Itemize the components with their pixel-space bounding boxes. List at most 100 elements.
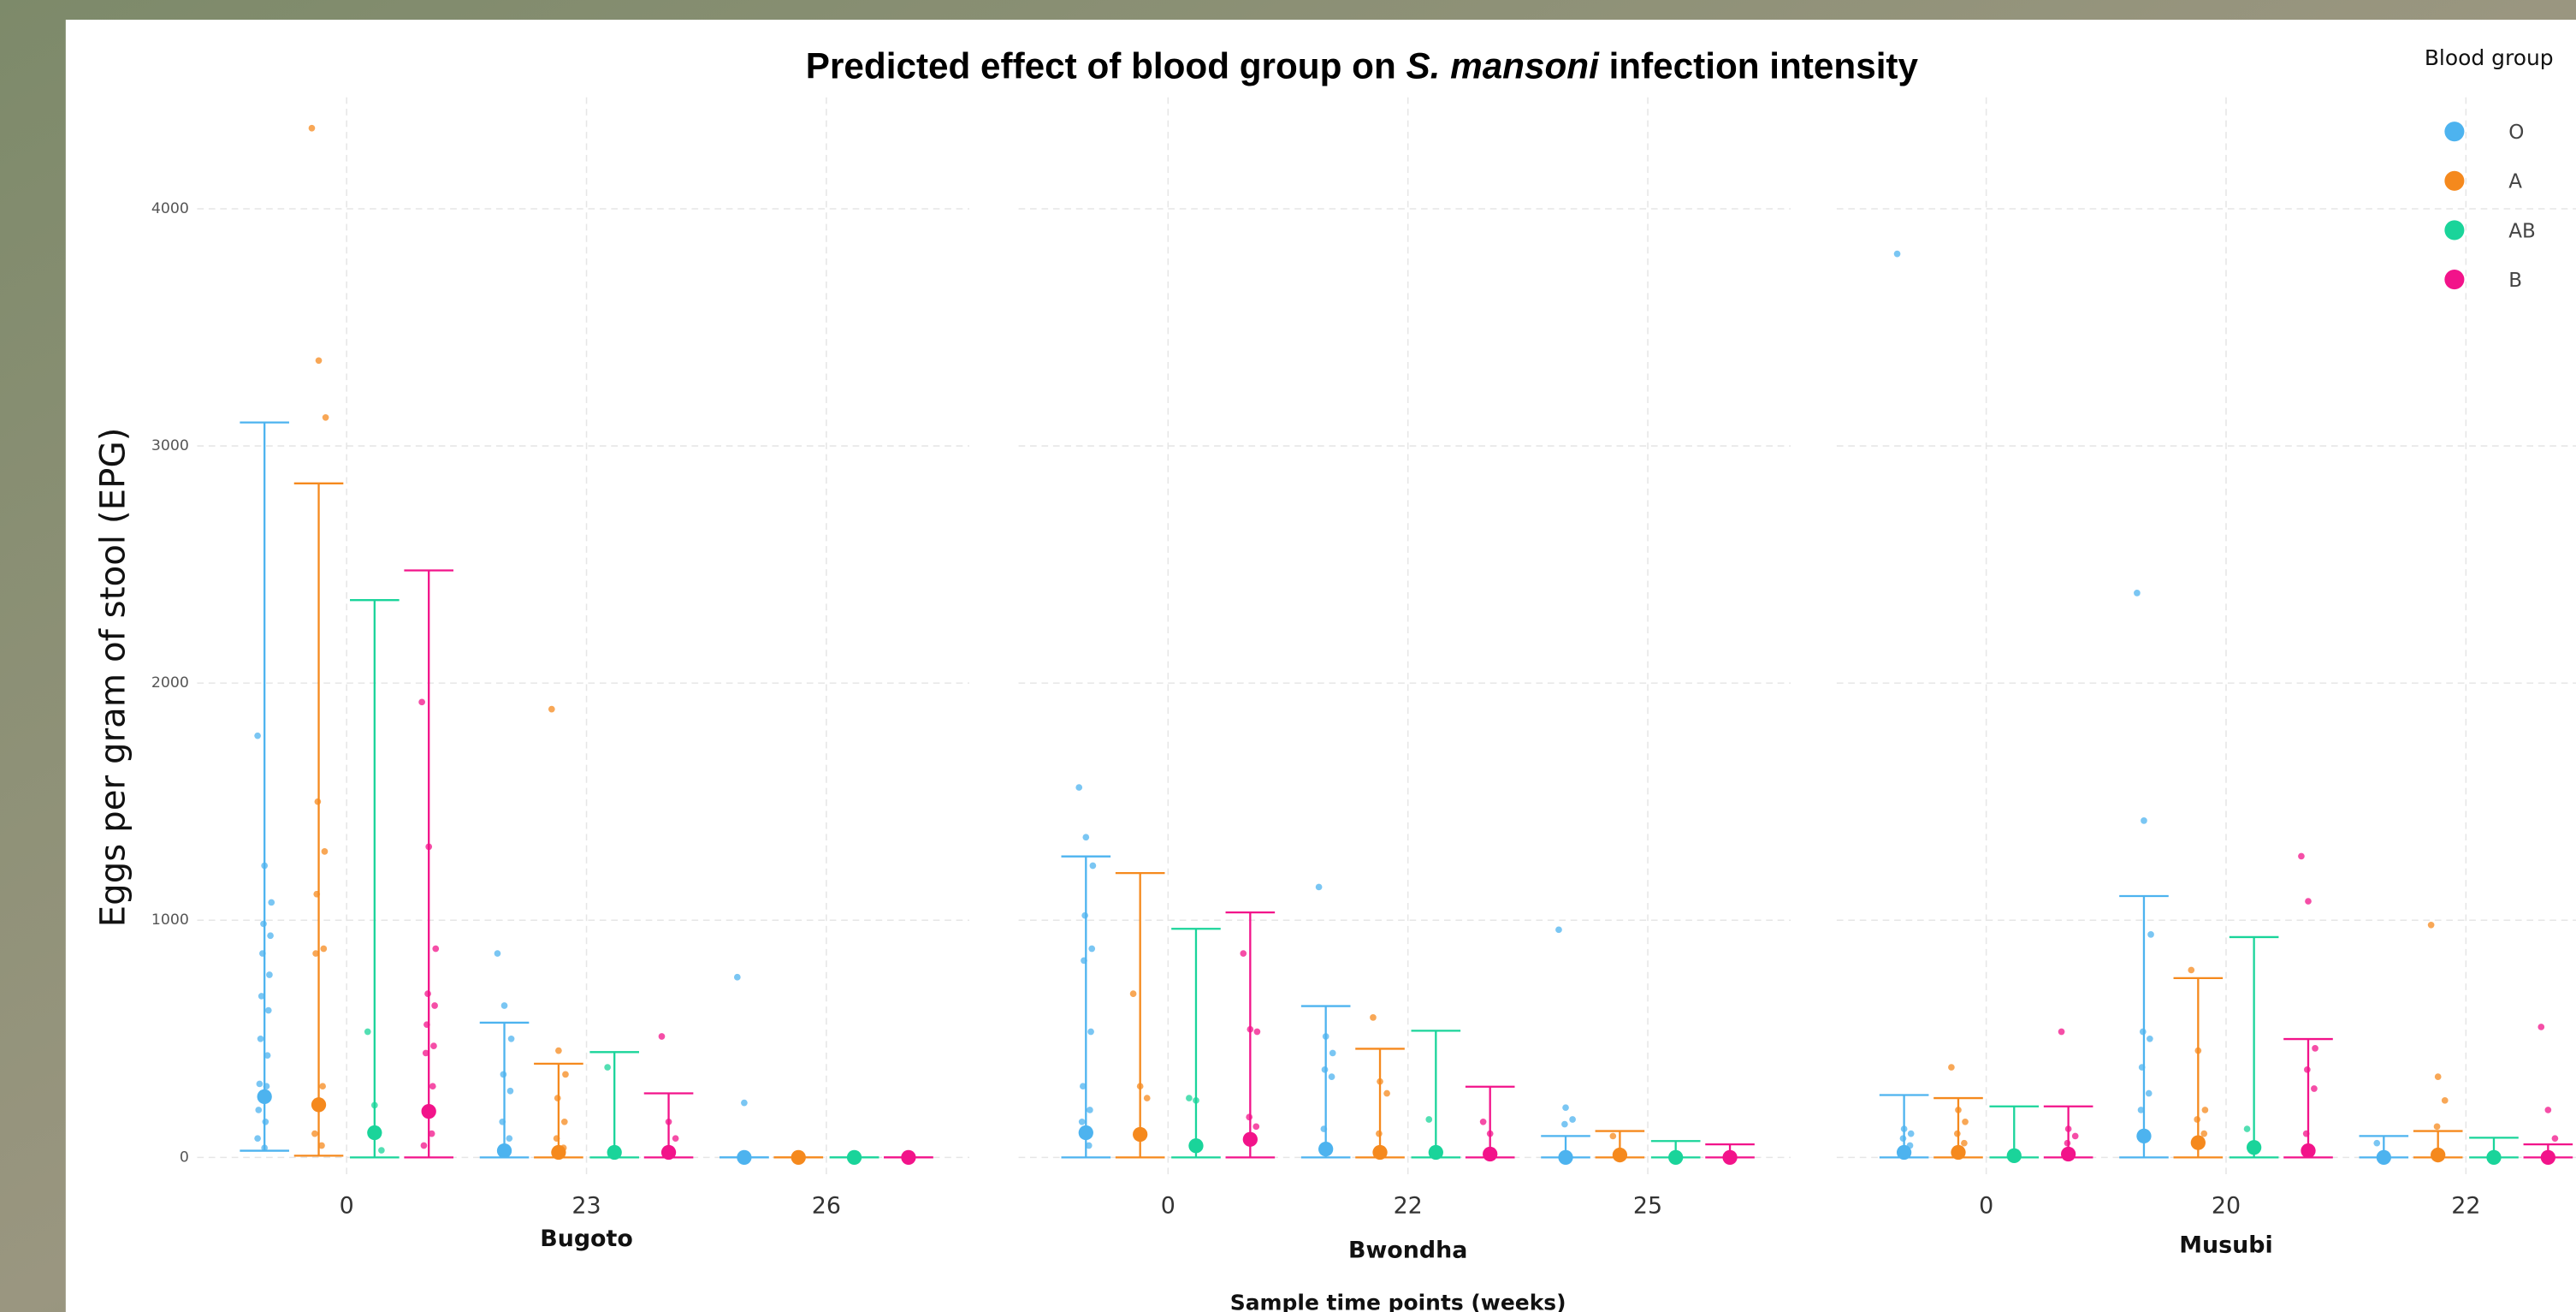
data-point bbox=[254, 733, 261, 739]
data-point bbox=[2312, 1045, 2318, 1052]
data-point bbox=[734, 974, 741, 981]
data-point bbox=[266, 971, 273, 978]
data-point bbox=[258, 1036, 264, 1042]
mean-point bbox=[497, 1143, 512, 1158]
data-point bbox=[2064, 1140, 2071, 1147]
data-point bbox=[555, 1048, 562, 1054]
page: Predicted effect of blood group on S. ma… bbox=[0, 0, 2576, 1312]
data-point bbox=[423, 1021, 430, 1028]
data-point bbox=[2435, 1073, 2442, 1080]
data-point bbox=[1955, 1107, 1962, 1113]
title-text: infection intensity bbox=[1599, 46, 1919, 86]
data-point bbox=[431, 1002, 438, 1009]
mean-point bbox=[2301, 1143, 2315, 1158]
data-point bbox=[1569, 1116, 1576, 1123]
data-point bbox=[2311, 1085, 2318, 1092]
mean-point bbox=[2541, 1150, 2555, 1165]
mean-point bbox=[2247, 1140, 2261, 1155]
x-tick-label: 0 bbox=[1161, 1193, 1175, 1220]
legend-marker bbox=[2444, 220, 2464, 240]
mean-point bbox=[2007, 1149, 2022, 1163]
data-point bbox=[378, 1147, 385, 1154]
legend-marker bbox=[2444, 171, 2464, 191]
data-point bbox=[1246, 1113, 1252, 1120]
data-point bbox=[425, 844, 432, 851]
data-point bbox=[2147, 931, 2154, 938]
data-point bbox=[1562, 1104, 1569, 1111]
data-point bbox=[1377, 1078, 1383, 1085]
mean-point bbox=[1079, 1125, 1093, 1140]
y-tick-label: 3000 bbox=[151, 437, 189, 454]
mean-point bbox=[1951, 1145, 1965, 1160]
mean-point bbox=[1613, 1148, 1627, 1162]
x-tick-label: 20 bbox=[2212, 1193, 2241, 1220]
mean-point bbox=[901, 1150, 915, 1165]
data-point bbox=[423, 1050, 429, 1057]
mean-point bbox=[311, 1097, 326, 1112]
data-point bbox=[1088, 946, 1095, 953]
mean-point bbox=[1722, 1150, 1737, 1165]
data-point bbox=[268, 899, 275, 906]
y-tick-label: 1000 bbox=[151, 911, 189, 929]
data-point bbox=[1130, 990, 1137, 997]
y-axis-label: Eggs per gram of stool (EPG) bbox=[92, 428, 133, 928]
title-text: Predicted effect of blood group on bbox=[806, 46, 1406, 86]
data-point bbox=[1323, 1033, 1329, 1040]
data-point bbox=[312, 950, 319, 957]
data-point bbox=[1193, 1097, 1199, 1104]
data-point bbox=[554, 1095, 561, 1101]
mean-point bbox=[1372, 1145, 1387, 1160]
data-point bbox=[260, 921, 267, 928]
data-point bbox=[1316, 884, 1323, 891]
data-point bbox=[2200, 1131, 2207, 1137]
data-point bbox=[2428, 922, 2435, 929]
data-point bbox=[2304, 1066, 2311, 1073]
data-point bbox=[322, 848, 329, 855]
data-point bbox=[364, 1029, 371, 1036]
y-tick-label: 0 bbox=[180, 1149, 189, 1166]
data-point bbox=[1480, 1119, 1487, 1125]
data-point bbox=[2538, 1024, 2544, 1030]
mean-point bbox=[1243, 1132, 1258, 1147]
data-point bbox=[2305, 898, 2312, 905]
mean-point bbox=[2377, 1150, 2391, 1165]
data-point bbox=[2202, 1107, 2209, 1113]
data-point bbox=[1087, 1107, 1093, 1113]
mean-point bbox=[367, 1125, 382, 1140]
data-point bbox=[264, 1083, 270, 1089]
data-point bbox=[659, 1033, 666, 1040]
mean-point bbox=[2486, 1150, 2501, 1165]
data-point bbox=[1321, 1125, 1328, 1132]
mean-point bbox=[1318, 1142, 1333, 1156]
mean-point bbox=[661, 1145, 676, 1160]
data-point bbox=[2552, 1135, 2559, 1142]
x-tick-label: 25 bbox=[1633, 1193, 1662, 1220]
data-point bbox=[429, 1131, 435, 1137]
data-point bbox=[2058, 1029, 2065, 1036]
data-point bbox=[418, 698, 425, 705]
data-point bbox=[2140, 1029, 2147, 1036]
x-tick-label: 23 bbox=[571, 1193, 601, 1220]
x-tick-label: 0 bbox=[1979, 1193, 1993, 1220]
facet-label: Bugoto bbox=[540, 1226, 633, 1252]
data-point bbox=[500, 1072, 507, 1078]
data-point bbox=[424, 990, 431, 997]
data-point bbox=[2138, 1107, 2145, 1113]
data-point bbox=[1961, 1140, 1968, 1147]
data-point bbox=[261, 863, 268, 870]
data-point bbox=[1376, 1131, 1383, 1137]
data-point bbox=[1082, 834, 1089, 840]
data-point bbox=[318, 1143, 325, 1149]
data-point bbox=[508, 1036, 515, 1042]
mean-point bbox=[551, 1145, 566, 1160]
data-point bbox=[2434, 1123, 2441, 1130]
x-tick-label: 26 bbox=[812, 1193, 841, 1220]
data-point bbox=[1240, 950, 1247, 957]
title-italic: S. mansoni bbox=[1406, 46, 1600, 86]
data-point bbox=[1079, 1119, 1086, 1125]
data-point bbox=[1322, 1066, 1329, 1073]
data-point bbox=[1329, 1073, 1335, 1080]
data-point bbox=[262, 1119, 269, 1125]
data-point bbox=[2141, 817, 2147, 824]
mean-point bbox=[2061, 1147, 2076, 1161]
